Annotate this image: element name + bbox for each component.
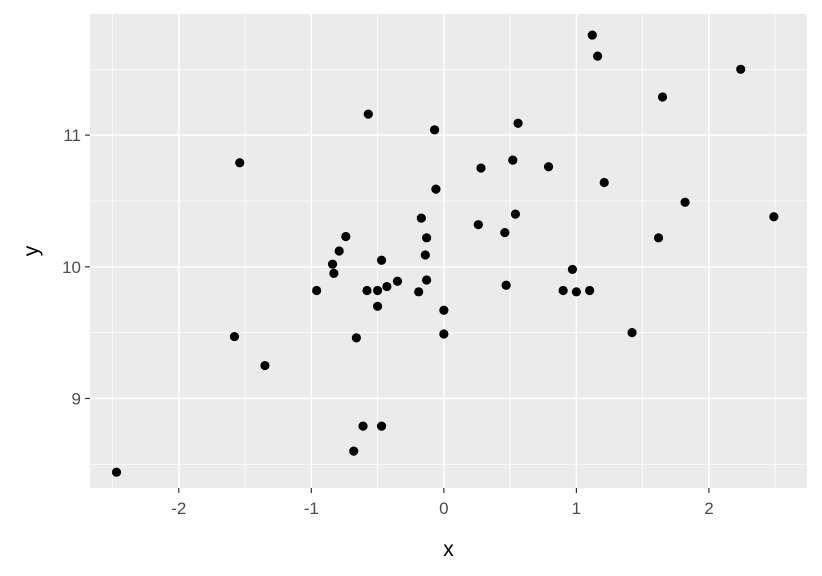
data-point (476, 163, 486, 173)
data-point (543, 162, 554, 172)
y-axis-title: y (20, 245, 43, 256)
x-axis-title: x (443, 538, 454, 561)
data-point (558, 285, 568, 296)
data-point (414, 287, 424, 297)
data-point (592, 51, 603, 61)
y-axis: 9 10 11 (62, 126, 90, 408)
data-point (500, 227, 510, 238)
data-point (329, 268, 339, 278)
x-tick-label: 1 (572, 499, 581, 518)
data-point (473, 220, 483, 230)
data-point (260, 360, 270, 371)
data-point (392, 276, 403, 286)
data-point (422, 275, 432, 285)
data-point (508, 155, 518, 165)
plot-panel (90, 14, 807, 488)
data-point (769, 212, 779, 222)
data-point (501, 280, 511, 290)
data-point (680, 197, 690, 207)
data-point (351, 333, 361, 343)
data-point (571, 287, 581, 297)
x-tick-label: -2 (171, 499, 186, 518)
x-tick-label: -1 (304, 499, 319, 518)
data-point (376, 255, 387, 265)
data-point (587, 30, 597, 40)
data-point (657, 92, 668, 102)
major-gridlines (90, 14, 807, 488)
data-point (235, 158, 245, 168)
y-tick-label: 9 (72, 389, 81, 408)
data-point (382, 281, 392, 292)
data-point (736, 64, 746, 74)
data-point (362, 285, 372, 296)
data-point (439, 329, 449, 339)
data-point (363, 109, 373, 119)
data-point (422, 233, 432, 243)
data-point (358, 421, 368, 431)
data-point (372, 285, 383, 296)
data-point (439, 305, 449, 315)
data-point (627, 328, 637, 338)
data-point (372, 301, 383, 311)
y-tick-label: 11 (63, 126, 81, 145)
data-point (376, 421, 387, 431)
data-point (567, 264, 578, 275)
x-tick-label: 2 (704, 499, 713, 518)
x-tick-label: 0 (439, 499, 448, 518)
data-point (341, 231, 351, 242)
y-tick-label: 10 (62, 258, 81, 277)
data-point (229, 331, 240, 342)
data-points (111, 30, 779, 477)
data-point (111, 467, 122, 477)
data-point (312, 285, 322, 296)
data-point (510, 209, 521, 219)
data-point (429, 125, 440, 135)
data-point (513, 118, 523, 128)
data-point (416, 213, 426, 223)
data-point (585, 285, 595, 296)
data-point (653, 233, 664, 243)
data-point (334, 246, 344, 256)
data-point (349, 446, 359, 456)
data-point (599, 177, 609, 188)
x-axis: -2 -1 0 1 2 (171, 488, 714, 518)
data-point (327, 259, 338, 269)
data-point (431, 184, 441, 194)
data-point (420, 250, 430, 260)
